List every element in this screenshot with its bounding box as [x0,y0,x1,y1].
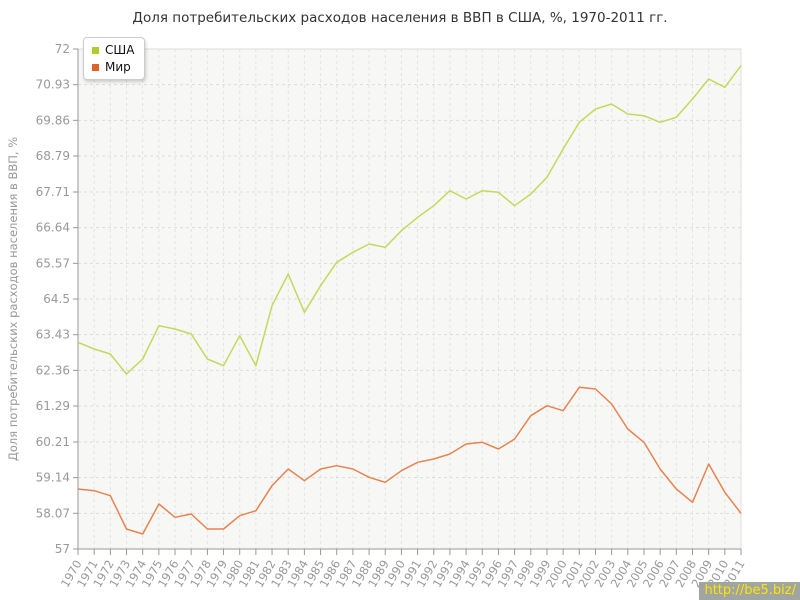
y-tick-label: 72 [55,42,70,56]
y-axis-title: Доля потребительских расходов населения … [6,137,20,461]
chart-legend: США Мир [83,37,146,80]
legend-item-usa: США [92,43,134,57]
y-tick-label: 69.86 [36,113,70,127]
y-tick-label: 66.64 [36,221,70,235]
legend-label-usa: США [105,43,135,57]
y-tick-label: 68.79 [36,149,70,163]
watermark-link[interactable]: http://be5.biz/ [699,582,800,600]
y-tick-label: 70.93 [36,78,70,92]
y-tick-label: 61.29 [36,399,70,413]
y-tick-label: 58.07 [36,506,70,520]
y-tick-label: 63.43 [36,328,70,342]
y-tick-label: 64.5 [43,292,70,306]
y-tick-label: 57 [55,542,70,556]
series-line-mir [77,386,742,535]
y-tick-label: 59.14 [36,471,70,485]
legend-marker-mir [92,63,99,71]
series-line-usa [77,65,742,375]
legend-label-mir: Мир [105,60,131,74]
y-tick-label: 67.71 [36,185,70,199]
y-tick-label: 65.57 [36,256,70,270]
legend-marker-usa [92,46,99,54]
y-tick-label: 62.36 [36,363,70,377]
legend-item-mir: Мир [92,60,134,74]
chart-title: Доля потребительских расходов населения … [132,10,668,26]
y-tick-label: 60.21 [36,435,70,449]
